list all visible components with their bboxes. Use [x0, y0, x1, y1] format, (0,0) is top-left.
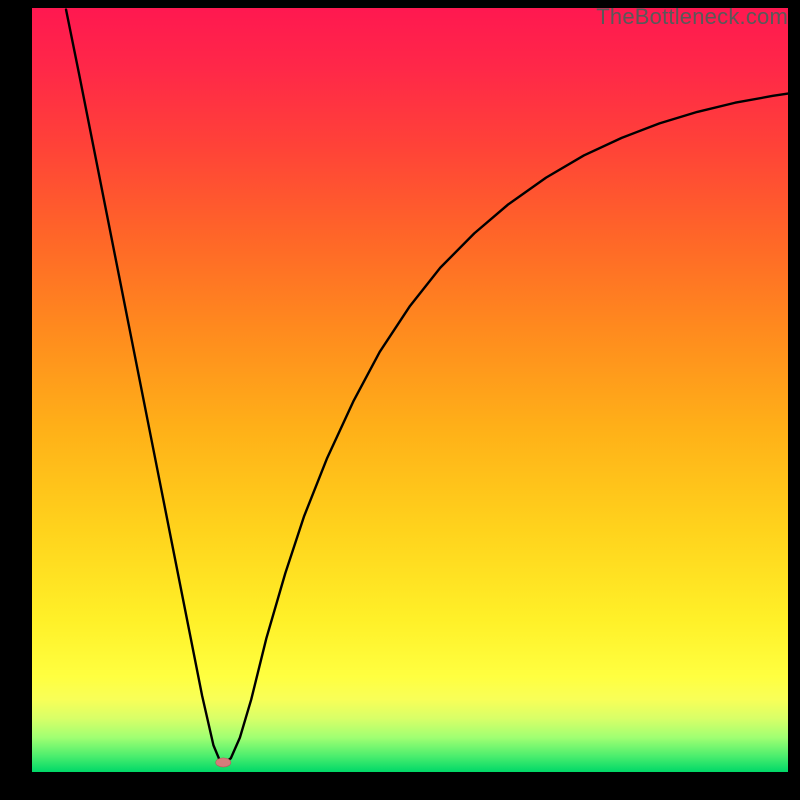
chart-frame: TheBottleneck.com	[0, 0, 800, 800]
plot-background-gradient	[32, 8, 788, 772]
chart-svg	[0, 0, 800, 800]
minimum-marker	[216, 758, 231, 767]
watermark-text: TheBottleneck.com	[596, 4, 788, 30]
